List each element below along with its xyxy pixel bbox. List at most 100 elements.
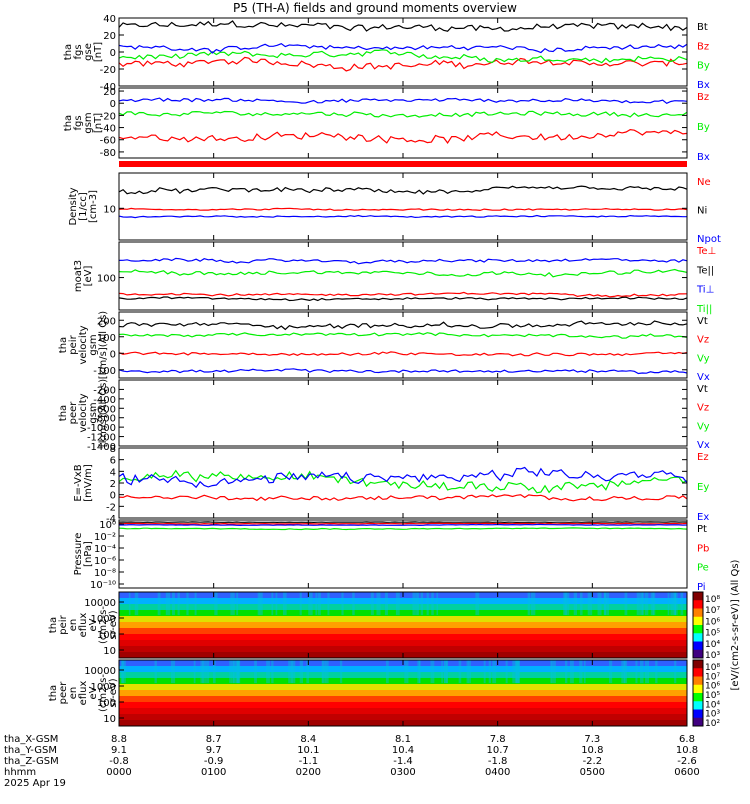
heatmap-variation [417,660,421,684]
y-tick-label: 10⁰ [99,520,116,531]
y-axis-label-line: peer [68,401,79,425]
colorbar-tick-label: 10³ [705,710,720,720]
heatmap-variation [445,660,448,684]
colorbar-segment [693,649,703,659]
colorbar-tick-label: 10⁶ [705,617,720,627]
y-axis-label-line: (cm2-s- [98,606,109,644]
heatmap-variation [573,592,577,616]
x-axis-row-label: tha_X-GSM [4,734,58,745]
heatmap-variation [170,660,176,684]
heatmap-variation [229,660,232,684]
y-tick-label: -2 [106,502,116,513]
series-line-Ti|| [118,268,688,278]
colorbar-segment [693,709,703,719]
heatmap-variation [512,660,517,684]
y-axis-label: E=-VxB[mV/m] [73,464,94,502]
x-axis-value: 0200 [296,767,321,778]
x-axis-value: 7.3 [584,734,600,745]
heatmap-variation [165,592,171,616]
heatmap-variation [235,660,240,684]
x-axis-value: 0400 [485,767,510,778]
heatmap-band [119,640,687,647]
series-line-Pe [118,527,688,531]
heatmap-variation [257,592,261,616]
heatmap-variation [236,660,240,684]
x-axis-value: -1.8 [488,756,508,767]
colorbar-tick-label: 10² [705,719,720,729]
legend-Ey: Ey [697,482,709,493]
y-axis-label-line: peir [58,614,69,634]
colorbar-segment [693,660,703,669]
colorbar-frame [692,659,704,727]
x-axis-value: 0000 [106,767,131,778]
series-line-Ey [118,469,688,494]
y-tick-label: 100 [97,274,116,285]
y-axis-label-line: sr-eV) [108,610,119,639]
legend-Npot: Npot [697,234,721,245]
heatmap-variation [325,660,329,684]
series-line-Npot [118,214,687,219]
y-axis-label-line: [1/cc] [78,192,89,221]
heatmap-variation [436,592,439,616]
heatmap-band [119,666,687,673]
heatmap-variation [550,660,552,684]
heatmap-variation [527,592,531,616]
heatmap-variation [483,660,486,684]
heatmap-variation [431,592,434,616]
legend-Te||: Te|| [696,265,714,276]
colorbar-segment [693,600,703,609]
y-tick-label: -60 [100,136,116,147]
x-axis-row-label: hhmm [4,767,36,778]
heatmap-variation [650,592,654,616]
y-axis-label-line: eflux [78,613,89,638]
colorbar-segment [693,701,703,710]
heatmap-band [119,628,687,635]
colorbar-tick-label: 10⁷ [705,672,720,682]
heatmap-variation [667,592,670,616]
heatmap-variation [420,592,424,616]
heatmap-band [119,616,687,623]
y-tick-label: 0 [110,48,116,59]
legend-Ne: Ne [697,177,711,188]
heatmap-variation [492,660,497,684]
x-axis-value: -1.4 [393,756,413,767]
heatmap-variation [505,660,508,684]
panel-5: VtVzVyVx-1000100200thapeirvelocitygsm[km… [58,311,710,383]
heatmap-variation [604,592,607,616]
panel-frame [118,87,688,159]
y-axis-label-line: eV [88,618,99,631]
x-axis-value: 0600 [674,767,699,778]
x-axis-value: -0.8 [109,756,129,767]
heatmap-variation [680,592,684,616]
heatmap-variation [426,592,429,616]
heatmap-variation [200,660,204,684]
x-axis-value: 10.1 [297,745,319,756]
legend-Pi: Pi [697,582,706,593]
heatmap-variation [206,660,210,684]
colorbar-segment [693,608,703,618]
colorbar-tick-label: 10⁸ [705,663,720,673]
panel-frame [118,311,688,379]
heatmap-variation [674,592,678,616]
heatmap-variation [339,660,343,684]
heatmap-variation [673,592,676,616]
x-axis-value: -1.1 [299,756,319,767]
y-axis-label-line: moat3 [73,260,84,292]
series-line-By [118,110,688,118]
colorbar-segment [693,625,703,634]
heatmap-variation [475,592,480,616]
heatmap-variation [327,592,330,616]
heatmap-band [119,598,687,605]
heatmap-variation [128,592,131,616]
y-axis-label-line: eV [88,686,99,699]
heatmap-variation [443,660,446,684]
heatmap-variation [404,660,409,684]
y-tick-label: 100 [97,630,116,641]
y-tick-label: -400 [93,395,116,406]
heatmap-variation [673,592,676,616]
y-axis-label-line: sr-eV) [108,678,119,707]
heatmap-band [119,678,687,685]
y-axis-label-line: tha [48,617,59,633]
y-axis-label-line: gsm [83,112,94,133]
heatmap-band [119,690,687,697]
